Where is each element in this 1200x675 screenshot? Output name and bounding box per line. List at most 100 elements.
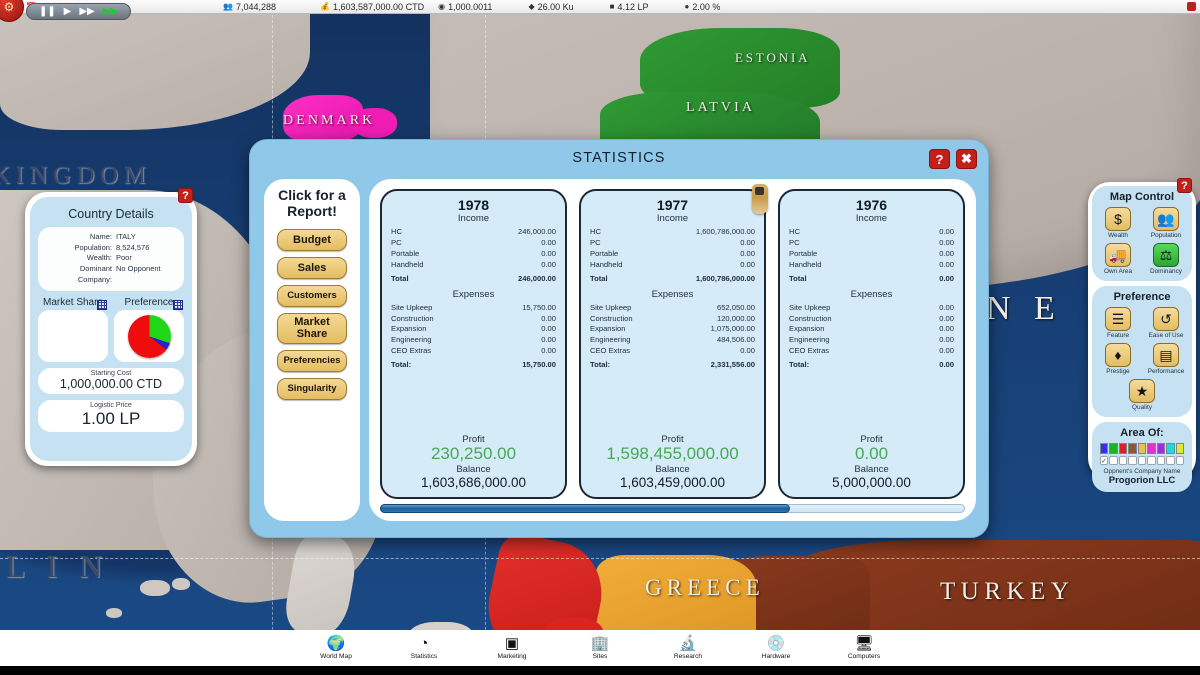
globe-icon[interactable]: 🌍 <box>326 635 346 652</box>
preference-ease-of-use[interactable]: ↺ Ease of Use <box>1146 307 1186 339</box>
year-card-1976[interactable]: 1976 Income HC 0.00 PC 0.00 Portable 0.00 H… <box>778 189 965 499</box>
ease-of-use-icon[interactable]: ↺ <box>1153 307 1179 332</box>
speed-control-bar[interactable]: ❚❚ ▶ ▶▶ ▶▶ <box>26 3 131 20</box>
income-row-portable: Portable 0.00 <box>789 248 954 258</box>
map-island-c <box>106 608 122 618</box>
fast-forward-icon[interactable]: ▶▶ <box>79 5 95 17</box>
map-region-denmark[interactable] <box>283 95 363 143</box>
area-checkbox-0[interactable]: ✓ <box>1099 456 1109 466</box>
country-help-icon[interactable]: ? <box>178 188 193 203</box>
preference-chart[interactable] <box>114 300 184 363</box>
status-money: 💰 1,603,587,000.00 CTD <box>320 1 425 12</box>
help-button[interactable]: ? <box>929 149 950 169</box>
map-control-population[interactable]: 👥 Population <box>1146 207 1186 239</box>
tv-icon[interactable]: ▣ <box>504 635 520 652</box>
area-checkbox-1[interactable] <box>1109 456 1118 466</box>
expense-row-ceo-extras: CEO Extras 0.00 <box>789 346 954 356</box>
area-checkbox-6[interactable] <box>1156 456 1166 466</box>
preference-performance[interactable]: ▤ Performance <box>1146 343 1186 375</box>
income-total-row: Total 246,000.00 <box>391 273 556 283</box>
grid-icon[interactable] <box>97 300 107 311</box>
profit-value: 1,598,455,000.00 <box>606 444 739 464</box>
expenses-header: Expenses <box>850 288 893 300</box>
disc-icon[interactable]: 💿 <box>766 635 786 652</box>
nav-item-computers[interactable]: 🖥 Computers <box>820 636 908 660</box>
preference-prestige[interactable]: ♦ Prestige <box>1098 343 1138 375</box>
preference-title: Preference <box>1113 291 1171 304</box>
report-button-budget[interactable]: Budget <box>277 229 347 252</box>
ultra-fast-icon[interactable]: ▶▶ <box>102 5 119 17</box>
color-swatch-0[interactable] <box>1099 443 1109 455</box>
report-button-market-share[interactable]: Market Share <box>277 313 347 345</box>
color-swatch-6[interactable] <box>1156 443 1166 455</box>
pause-icon[interactable]: ❚❚ <box>38 5 56 17</box>
nav-item-statistics[interactable]: ◔ Statistics <box>380 636 468 660</box>
color-swatch-8[interactable] <box>1175 443 1185 455</box>
area-checkbox-5[interactable] <box>1147 456 1156 466</box>
dollar-icon[interactable]: $ <box>1105 207 1131 231</box>
map-control-dominancy[interactable]: ⚖ Dominancy <box>1146 243 1186 275</box>
report-button-sales[interactable]: Sales <box>277 257 347 280</box>
diamond-icon[interactable]: ♦ <box>1105 343 1131 368</box>
expense-row-site-upkeep: Site Upkeep 652,050.00 <box>590 302 755 312</box>
color-swatch-7[interactable] <box>1166 443 1175 455</box>
logistic-price-label: Logistic Price <box>90 402 132 410</box>
pie-chart-icon[interactable]: ◔ <box>419 635 429 652</box>
nav-item-marketing[interactable]: ▣ Marketing <box>468 636 556 660</box>
color-swatch-1[interactable] <box>1109 443 1118 455</box>
country-details-fields: Name: ITALY Population: 8,524,576 Wealth… <box>38 227 184 292</box>
nav-item-world-map[interactable]: 🌍 World Map <box>292 636 380 660</box>
color-swatch-5[interactable] <box>1147 443 1156 455</box>
truck-icon[interactable]: 🚚 <box>1105 243 1131 268</box>
balance-value: 1,603,459,000.00 <box>619 475 726 490</box>
map-label-greece: GREECE <box>645 575 765 600</box>
status-population: 👥 7,044,288 <box>223 1 277 12</box>
preference-quality[interactable]: ★ Quality <box>1122 379 1162 411</box>
chip-icon[interactable]: ▤ <box>1153 343 1179 368</box>
map-control-own-area[interactable]: 🚚 Own Area <box>1098 243 1138 275</box>
nav-item-sites[interactable]: 🏢 Sites <box>556 636 644 660</box>
area-checkbox-4[interactable] <box>1137 456 1147 466</box>
grid-icon[interactable] <box>173 300 183 311</box>
area-checkbox-7[interactable] <box>1166 456 1175 466</box>
year-card-1978[interactable]: 1978 Income HC 246,000.00 PC 0.00 Portable… <box>380 189 567 499</box>
market-share-chart[interactable] <box>38 300 108 363</box>
microscope-icon[interactable]: 🔬 <box>678 635 698 652</box>
report-button-preferencies[interactable]: Preferencies <box>277 350 347 373</box>
report-button-singularity[interactable]: Singularity <box>277 378 347 401</box>
play-icon[interactable]: ▶ <box>63 5 72 17</box>
area-checkbox-3[interactable] <box>1128 456 1137 466</box>
income-row-pc: PC 0.00 <box>391 237 556 247</box>
nav-item-hardware[interactable]: 💿 Hardware <box>732 636 820 660</box>
country-details-title: Country Details <box>68 207 154 221</box>
buildings-icon[interactable]: 🏢 <box>590 635 610 652</box>
color-swatch-4[interactable] <box>1137 443 1147 455</box>
feature-icon[interactable]: ☰ <box>1105 307 1131 332</box>
status-rate: ◆ 26.00 Ku <box>528 1 574 12</box>
top-status-bar: 📅 1/14/1978 👥 7,044,288 💰 1,603,587,000.… <box>0 0 1200 14</box>
map-control-help-icon[interactable]: ? <box>1177 178 1192 193</box>
color-swatch-3[interactable] <box>1128 443 1137 455</box>
preference-feature[interactable]: ☰ Feature <box>1098 307 1138 339</box>
horizontal-scrollbar[interactable] <box>380 504 965 513</box>
dominancy-icon[interactable]: ⚖ <box>1153 243 1179 268</box>
map-label-kingdom: KINGDOM <box>0 162 152 189</box>
year-card-1977[interactable]: 1977 Income HC 1,600,786,000.00 PC 0.00 Po… <box>579 189 766 499</box>
area-checkbox-8[interactable] <box>1175 456 1185 466</box>
income-row-pc: PC 0.00 <box>789 237 954 247</box>
nav-item-research[interactable]: 🔬 Research <box>644 636 732 660</box>
scrollbar-thumb[interactable] <box>380 504 790 513</box>
people-icon[interactable]: 👥 <box>1153 207 1179 231</box>
expense-row-engineering: Engineering 484,506.00 <box>590 335 755 345</box>
color-swatch-2[interactable] <box>1118 443 1128 455</box>
close-button[interactable]: ✖ <box>956 149 977 169</box>
map-control-wealth[interactable]: $ Wealth <box>1098 207 1138 239</box>
star-icon[interactable]: ★ <box>1129 379 1155 404</box>
area-checkbox-2[interactable] <box>1118 456 1128 466</box>
alert-badge[interactable] <box>1187 2 1196 11</box>
bottom-navigation-bar: 🌍 World Map ◔ Statistics ▣ Marketing 🏢 S… <box>0 630 1200 666</box>
map-region-denmark-island[interactable] <box>352 108 397 138</box>
report-button-customers[interactable]: Customers <box>277 285 347 308</box>
expense-row-engineering: Engineering 0.00 <box>789 335 954 345</box>
computer-icon[interactable]: 🖥 <box>854 635 874 652</box>
